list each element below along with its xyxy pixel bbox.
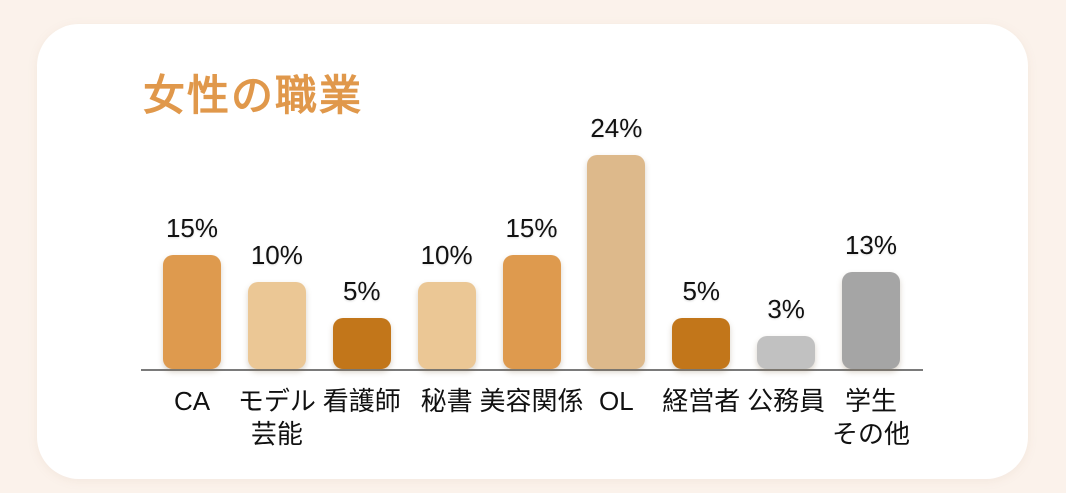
bar-category-label: CA [173,386,211,416]
bar-group: 15% CA [149,113,235,416]
bar-category-label: 秘書 [420,386,473,416]
bar-value-label: 3% [767,294,805,324]
bar-group: 5% 看護師 [319,113,405,416]
bar-category-label: 学生 その他 [831,386,910,449]
bar-value-label: 13% [844,230,898,260]
bar [587,155,646,369]
bar-value-label: 15% [165,213,219,243]
bar-group: 13% 学生 その他 [828,113,914,449]
bar-category-label: 経営者 [662,386,741,416]
bar-value-label: 5% [682,276,721,306]
bar [502,255,561,369]
bar-category-label: 美容関係 [479,386,584,416]
bar-group: 10% モデル 芸能 [234,113,320,449]
bar-value-label: 5% [342,276,381,306]
bar-group: 24% OL [573,113,659,416]
bar [332,318,391,369]
bar-value-label: 10% [250,240,303,270]
bar [417,282,476,369]
bar [842,272,900,369]
chart-title: 女性の職業 [143,72,364,119]
bar-group: 10% 秘書 [404,113,490,416]
bar-group: 15% 美容関係 [479,113,583,416]
chart-card: 女性の職業 15% CA 10% モデル 芸能 5% 看護師 10% 秘書 15… [37,24,1028,479]
bar-value-label: 24% [590,113,643,143]
bar-group: 3% 公務員 [743,113,829,416]
bar-category-label: 公務員 [747,386,826,416]
bar [247,282,306,369]
bar [163,255,221,369]
bar [757,336,816,369]
bar [672,318,731,369]
bar-value-label: 15% [505,213,558,243]
bar-category-label: モデル 芸能 [237,386,316,449]
bar-group: 5% 経営者 [658,113,744,416]
bar-value-label: 10% [420,240,473,270]
bar-category-label: 看護師 [322,386,401,416]
x-axis-line [141,369,923,371]
bar-category-label: OL [599,386,634,416]
bar-chart: 15% CA 10% モデル 芸能 5% 看護師 10% 秘書 15% 美容関係… [141,113,923,449]
